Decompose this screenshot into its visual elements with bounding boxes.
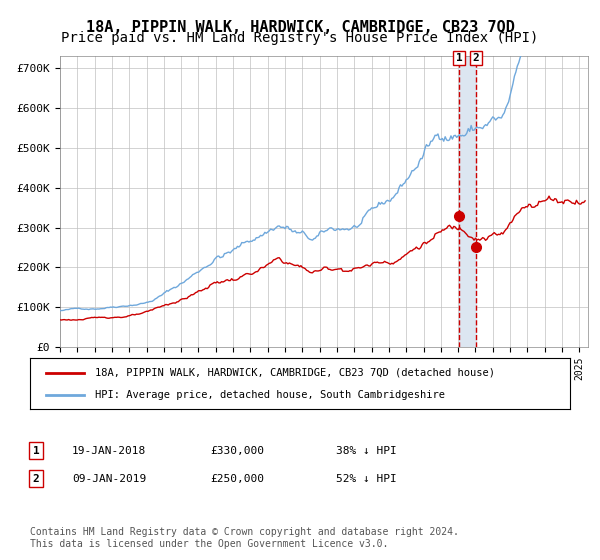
Text: 1: 1	[455, 53, 463, 63]
Text: HPI: Average price, detached house, South Cambridgeshire: HPI: Average price, detached house, Sout…	[95, 390, 445, 400]
Text: £330,000: £330,000	[210, 446, 264, 456]
Text: 1: 1	[32, 446, 40, 456]
Bar	[459, 56, 476, 347]
Text: 18A, PIPPIN WALK, HARDWICK, CAMBRIDGE, CB23 7QD: 18A, PIPPIN WALK, HARDWICK, CAMBRIDGE, C…	[86, 20, 514, 35]
Text: 18A, PIPPIN WALK, HARDWICK, CAMBRIDGE, CB23 7QD (detached house): 18A, PIPPIN WALK, HARDWICK, CAMBRIDGE, C…	[95, 367, 495, 377]
Text: 52% ↓ HPI: 52% ↓ HPI	[336, 474, 397, 484]
Text: 19-JAN-2018: 19-JAN-2018	[72, 446, 146, 456]
Text: 38% ↓ HPI: 38% ↓ HPI	[336, 446, 397, 456]
Text: 2: 2	[473, 53, 479, 63]
Text: Contains HM Land Registry data © Crown copyright and database right 2024.
This d: Contains HM Land Registry data © Crown c…	[30, 527, 459, 549]
Text: 09-JAN-2019: 09-JAN-2019	[72, 474, 146, 484]
Text: 2: 2	[32, 474, 40, 484]
Text: £250,000: £250,000	[210, 474, 264, 484]
Text: Price paid vs. HM Land Registry's House Price Index (HPI): Price paid vs. HM Land Registry's House …	[61, 31, 539, 45]
